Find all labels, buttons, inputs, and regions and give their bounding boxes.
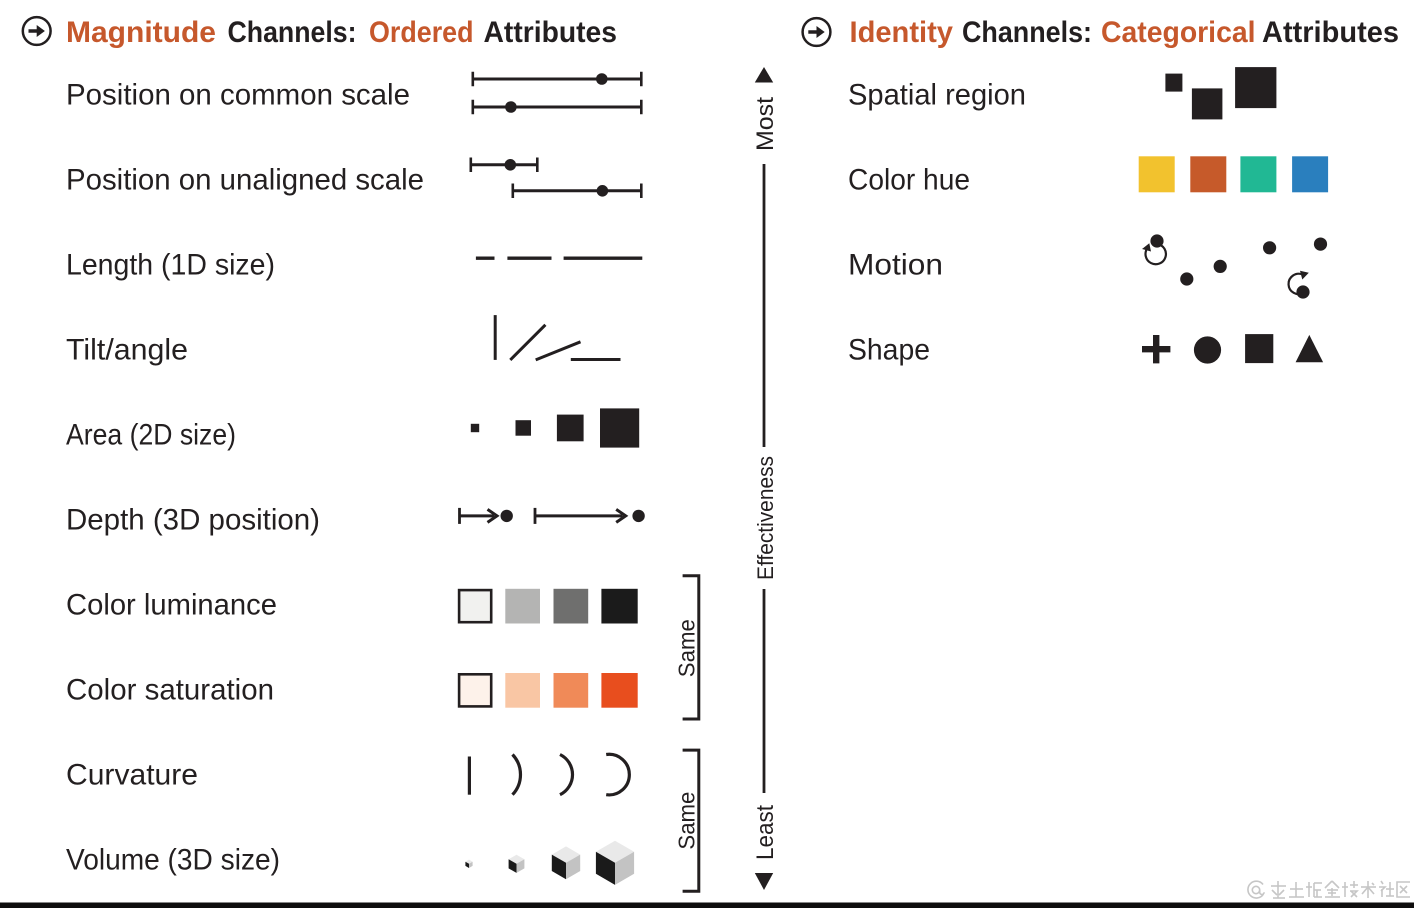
svg-text:Same: Same [673,619,699,677]
svg-text:Most: Most [752,97,779,151]
svg-text:Color saturation: Color saturation [66,674,274,707]
svg-text:Ordered: Ordered [369,16,474,49]
svg-text:Color luminance: Color luminance [66,589,277,622]
svg-text:Length (1D size): Length (1D size) [66,249,275,282]
svg-text:Effectiveness: Effectiveness [753,456,778,580]
svg-text:Area (2D size): Area (2D size) [66,419,236,452]
svg-text:Motion: Motion [848,249,943,282]
svg-text:Curvature: Curvature [66,759,198,792]
svg-text:Attributes: Attributes [484,16,618,49]
svg-text:Depth (3D position): Depth (3D position) [66,504,320,537]
svg-text:Color hue: Color hue [848,164,970,197]
svg-text:Magnitude: Magnitude [66,16,216,49]
svg-text:Volume (3D size): Volume (3D size) [66,844,280,877]
svg-text:Shape: Shape [848,334,930,367]
svg-text:Tilt/angle: Tilt/angle [66,334,188,367]
svg-text:Position on unaligned scale: Position on unaligned scale [66,164,424,197]
svg-text:Identity: Identity [850,16,954,49]
svg-text:Attributes: Attributes [1262,16,1399,49]
svg-text:Least: Least [752,805,779,860]
svg-text:Same: Same [673,792,699,850]
svg-text:Channels:: Channels: [962,16,1092,49]
svg-text:Spatial region: Spatial region [848,79,1026,112]
svg-text:Channels:: Channels: [228,16,357,49]
svg-text:Categorical: Categorical [1101,16,1256,49]
svg-text:Position on common scale: Position on common scale [66,79,410,112]
